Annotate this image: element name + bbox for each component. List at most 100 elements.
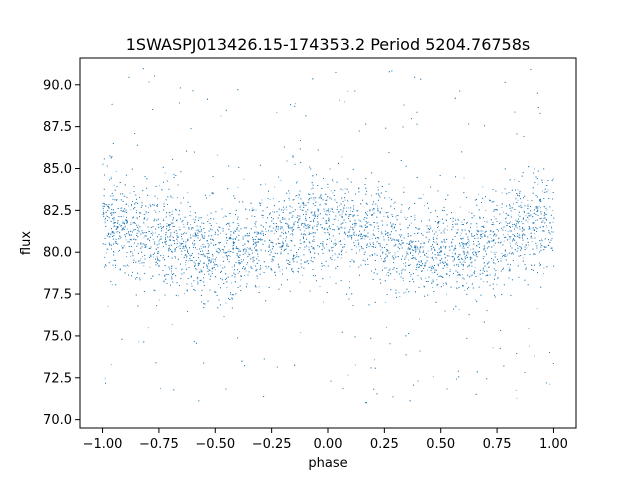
data-point — [296, 181, 298, 183]
data-point — [474, 267, 476, 269]
data-point — [356, 223, 358, 225]
data-point — [163, 254, 165, 256]
data-point — [332, 255, 334, 257]
data-point — [137, 218, 138, 220]
data-point — [334, 259, 336, 261]
data-point — [138, 341, 140, 343]
data-point — [113, 223, 115, 224]
data-point — [332, 211, 334, 213]
data-point — [334, 239, 336, 241]
data-point — [139, 260, 141, 262]
data-point — [387, 250, 389, 252]
data-point — [308, 231, 310, 233]
data-point — [329, 237, 330, 239]
data-point — [217, 247, 219, 249]
data-point — [490, 237, 492, 239]
data-point — [292, 225, 294, 227]
data-point — [291, 229, 293, 231]
data-point — [102, 210, 104, 212]
data-point — [483, 248, 485, 250]
data-point — [269, 244, 270, 246]
data-point — [418, 249, 420, 251]
data-point — [344, 199, 346, 201]
data-point — [476, 226, 478, 228]
data-point — [408, 259, 409, 261]
data-point — [446, 293, 447, 295]
data-point — [341, 213, 343, 215]
data-point — [381, 220, 383, 222]
data-point — [273, 198, 274, 200]
data-point — [526, 247, 528, 249]
data-point — [360, 234, 361, 236]
data-point — [296, 254, 298, 256]
data-point — [115, 267, 117, 268]
data-point — [436, 285, 438, 287]
data-point — [214, 269, 216, 271]
data-point — [225, 302, 227, 304]
data-point — [226, 257, 228, 259]
data-point — [171, 265, 173, 267]
data-point — [517, 199, 519, 201]
data-point — [525, 215, 527, 217]
data-point — [500, 222, 502, 224]
data-point — [364, 238, 366, 240]
data-point — [458, 220, 460, 221]
data-point — [484, 235, 486, 237]
data-point — [443, 230, 445, 232]
data-point — [323, 210, 325, 212]
data-point — [276, 112, 278, 113]
data-point — [507, 234, 509, 236]
data-point — [285, 237, 287, 239]
data-point — [352, 200, 354, 202]
data-point — [290, 291, 292, 293]
data-point — [354, 364, 356, 366]
data-point — [313, 232, 315, 234]
data-point — [244, 275, 245, 276]
data-point — [325, 210, 327, 212]
data-point — [230, 293, 231, 295]
data-point — [249, 247, 251, 249]
data-point — [347, 90, 349, 92]
data-point — [365, 226, 367, 228]
data-point — [513, 179, 515, 181]
data-point — [171, 324, 173, 325]
data-point — [388, 197, 390, 199]
data-point — [485, 210, 487, 211]
data-point — [369, 242, 371, 244]
data-point — [224, 253, 226, 255]
data-point — [353, 206, 354, 208]
data-point — [300, 205, 302, 207]
data-point — [295, 195, 297, 197]
data-point — [117, 231, 119, 232]
data-point — [427, 250, 429, 252]
data-point — [126, 222, 127, 224]
data-point — [380, 249, 382, 251]
data-point — [430, 257, 432, 259]
data-point — [459, 206, 461, 208]
data-point — [289, 290, 291, 292]
data-point — [147, 327, 149, 329]
data-point — [291, 206, 293, 208]
data-point — [188, 260, 190, 262]
data-point — [185, 264, 187, 266]
data-point — [171, 235, 173, 237]
data-point — [207, 214, 209, 216]
data-point — [313, 199, 315, 201]
data-point — [281, 269, 283, 271]
data-point — [496, 283, 498, 285]
data-point — [406, 254, 408, 256]
data-point — [546, 226, 548, 228]
data-point — [120, 207, 122, 209]
data-point — [105, 252, 107, 254]
data-point — [130, 255, 132, 257]
data-point — [438, 226, 440, 227]
data-point — [527, 228, 529, 230]
data-point — [104, 257, 106, 259]
data-point — [358, 250, 360, 252]
data-point — [196, 278, 198, 280]
data-point — [382, 220, 384, 222]
data-point — [399, 295, 401, 297]
data-point — [410, 276, 412, 277]
data-point — [366, 211, 368, 212]
